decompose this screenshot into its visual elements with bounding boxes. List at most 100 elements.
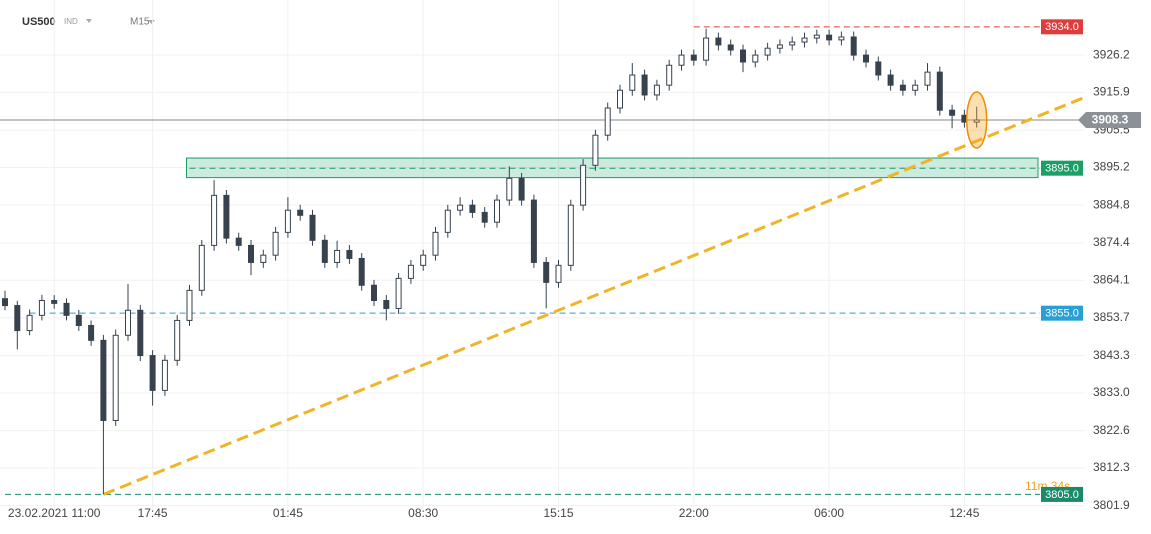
candle-body xyxy=(506,177,513,201)
candle-body xyxy=(715,37,722,46)
candle-body xyxy=(887,74,894,86)
candle-body xyxy=(38,299,45,316)
symbol: US500 xyxy=(22,16,56,28)
candle-body xyxy=(161,359,168,391)
candle-body xyxy=(580,164,587,206)
level-label: 3895.0 xyxy=(1045,163,1079,175)
level-label-box xyxy=(1041,19,1083,35)
candle-body xyxy=(26,314,33,332)
y-tick-label: 3853.7 xyxy=(1093,310,1130,324)
candle-body xyxy=(407,264,414,279)
candle-body xyxy=(678,54,685,66)
candle-body xyxy=(100,339,107,421)
dropdown-arrow[interactable] xyxy=(148,20,155,24)
candle-body xyxy=(248,244,254,263)
candle-body xyxy=(666,64,673,86)
x-tick-label: 17:45 xyxy=(138,506,168,520)
candle-body xyxy=(358,257,365,286)
x-tick-label: 22:00 xyxy=(679,506,709,520)
market: IND xyxy=(64,17,78,26)
candle-body xyxy=(371,284,377,301)
y-tick-label: 3801.9 xyxy=(1093,498,1130,512)
candle-body xyxy=(186,289,193,321)
candle-body xyxy=(272,231,279,256)
current-price-box xyxy=(1078,111,1141,128)
candle-body xyxy=(789,41,796,46)
candle-body xyxy=(432,231,439,256)
trendline xyxy=(102,96,1084,496)
candle-body xyxy=(949,109,956,116)
candle-body xyxy=(297,209,304,216)
candle-body xyxy=(309,214,316,241)
level-label: 3805.0 xyxy=(1045,489,1079,501)
candle-body xyxy=(14,305,21,332)
candle-body xyxy=(63,302,70,316)
candle-body xyxy=(260,254,267,263)
level-label: 3934.0 xyxy=(1045,21,1079,33)
candle-body xyxy=(198,244,205,291)
candle-body xyxy=(838,36,845,41)
candle-body xyxy=(924,71,931,86)
candle-body xyxy=(936,71,943,111)
candle-body xyxy=(813,34,820,39)
candle-body xyxy=(653,84,660,96)
candle-body xyxy=(850,36,857,56)
candle-body xyxy=(530,199,537,263)
candle-body xyxy=(875,61,882,76)
x-tick-label: 06:00 xyxy=(814,506,844,520)
candle-body xyxy=(863,54,869,63)
y-tick-label: 3895.2 xyxy=(1093,160,1130,174)
x-tick-label: 01:45 xyxy=(273,506,303,520)
y-tick-label: 3864.1 xyxy=(1093,272,1130,286)
candle-body xyxy=(235,237,242,246)
candle-body xyxy=(334,249,341,263)
candle-body xyxy=(690,54,697,61)
candle-body xyxy=(826,34,833,41)
current-price-label: 3908.3 xyxy=(1092,113,1129,127)
y-tick-label: 3884.8 xyxy=(1093,197,1130,211)
y-tick-label: 3874.4 xyxy=(1093,235,1130,249)
candle-body xyxy=(346,249,353,259)
candle-body xyxy=(567,204,574,266)
candle-body xyxy=(112,334,119,421)
candle-body xyxy=(2,298,8,307)
candle-body xyxy=(137,309,144,357)
y-tick-label: 3843.3 xyxy=(1093,348,1130,362)
candle-body xyxy=(383,299,390,309)
x-tick-label: 08:30 xyxy=(408,506,438,520)
candle-body xyxy=(321,239,328,263)
y-tick-label: 3915.9 xyxy=(1093,85,1130,99)
candle-body xyxy=(727,44,734,51)
x-tick-label: 12:45 xyxy=(949,506,979,520)
candle-body xyxy=(457,204,464,211)
candle-body xyxy=(223,194,230,239)
candle-body xyxy=(543,261,550,283)
level-label-box xyxy=(1041,305,1083,321)
candle-body xyxy=(641,74,648,96)
x-tick-label: 15:15 xyxy=(543,506,573,520)
candle-body xyxy=(420,254,427,266)
candle-body xyxy=(469,204,476,213)
candle-body xyxy=(149,355,156,391)
timeframe[interactable]: M15 xyxy=(130,17,150,28)
highlight-ellipse xyxy=(965,91,988,149)
candle-body xyxy=(703,37,710,61)
candle-body xyxy=(764,47,771,56)
dropdown-arrow[interactable] xyxy=(86,19,92,23)
candle-body xyxy=(88,325,95,341)
candle-body xyxy=(629,74,636,91)
y-tick-label: 3833.0 xyxy=(1093,385,1130,399)
candle-body xyxy=(912,84,919,91)
candle-body xyxy=(555,264,562,283)
level-label-box xyxy=(1041,486,1083,502)
candle-body xyxy=(494,199,500,223)
level-label-box xyxy=(1041,160,1083,176)
candle-body xyxy=(395,277,402,309)
candle-body xyxy=(211,194,218,246)
candle-body xyxy=(899,84,906,91)
candle-body xyxy=(752,54,759,63)
candle-body xyxy=(75,314,82,327)
x-tick-label: 23.02.2021 11:00 xyxy=(8,506,101,520)
candle-body xyxy=(174,319,181,361)
candle-body xyxy=(617,89,623,109)
